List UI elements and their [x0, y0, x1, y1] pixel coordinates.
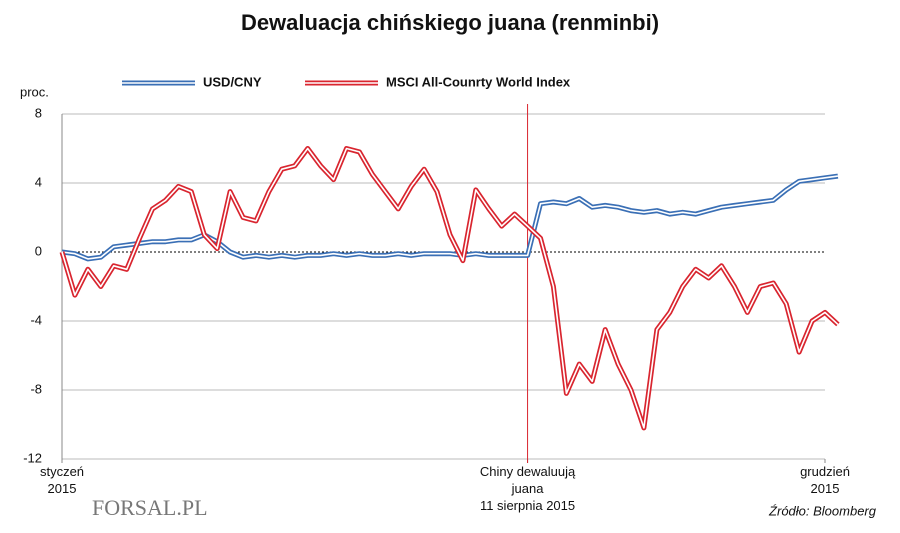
- chart-title: Dewaluacja chińskiego juana (renminbi): [241, 10, 659, 35]
- y-tick-label: 4: [35, 174, 42, 189]
- x-tick-label: Chiny dewaluują juana 11 sierpnia 2015: [479, 464, 576, 513]
- series-line: [59, 146, 840, 431]
- y-tick-label: 8: [35, 105, 42, 120]
- y-tick-label: 0: [35, 243, 42, 258]
- y-tick-label: -4: [30, 312, 42, 327]
- x-tick-label: grudzień 2015: [800, 464, 850, 496]
- series-line-inner: [61, 147, 839, 429]
- legend-label: USD/CNY: [203, 74, 262, 89]
- y-tick-label: -8: [30, 381, 42, 396]
- source: Źródło: Bloomberg: [768, 503, 877, 518]
- y-axis-label: proc.: [20, 84, 49, 99]
- series-line-inner: [61, 175, 839, 260]
- legend-label: MSCI All-Counrty World Index: [386, 74, 571, 89]
- x-tick-label: styczeń 2015: [39, 464, 85, 496]
- logo: FORSAL.PL: [92, 495, 208, 520]
- y-tick-label: -12: [23, 450, 42, 465]
